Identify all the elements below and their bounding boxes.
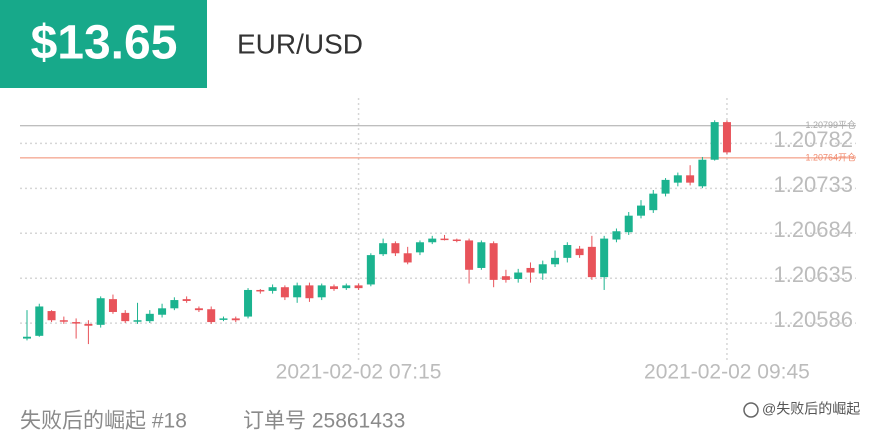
candle-body <box>649 193 658 211</box>
candle-body <box>145 313 154 322</box>
candle-body <box>661 179 670 194</box>
candle-body <box>698 159 707 187</box>
candle-body <box>59 320 68 322</box>
candle-body <box>452 239 461 242</box>
candle-body <box>366 255 375 285</box>
candle-body <box>293 285 302 298</box>
candle-body <box>256 289 265 292</box>
candle-body <box>526 267 535 273</box>
candle-body <box>330 286 338 290</box>
user-name: 失败后的崛起 #18 <box>20 410 187 433</box>
candle-body <box>465 240 474 270</box>
candle-body <box>47 311 56 321</box>
candle-body <box>305 285 314 299</box>
reference-label: 1.20764开仓 <box>805 151 856 162</box>
candle-body <box>244 289 253 317</box>
candle-body <box>415 242 424 253</box>
candle-body <box>379 243 388 255</box>
candle-body <box>194 308 203 311</box>
reference-label: 1.20799平仓 <box>805 119 856 130</box>
amount-badge <box>0 0 207 88</box>
y-tick-label: 1.20586 <box>773 307 853 332</box>
candle-body <box>133 320 142 322</box>
candle-body <box>722 122 731 153</box>
candle-body <box>207 309 216 323</box>
candle-body <box>391 243 400 254</box>
amount: $13.65 <box>31 17 178 70</box>
watermark-icon <box>743 402 759 418</box>
candle-body <box>428 238 437 243</box>
candle-body <box>673 175 682 183</box>
candle-body <box>563 245 572 258</box>
order-number: 订单号 25861433 <box>243 410 405 433</box>
watermark: @失败后的崛起 <box>762 401 860 417</box>
candle-body <box>354 285 363 289</box>
candle-body <box>96 298 105 325</box>
candle-body <box>477 242 486 268</box>
candle-body <box>551 257 560 265</box>
candle-body <box>182 299 191 301</box>
candle-body <box>72 322 81 324</box>
candle-body <box>686 175 695 183</box>
y-tick-label: 1.20684 <box>773 217 853 242</box>
y-tick-label: 1.20782 <box>773 127 853 152</box>
candle-body <box>280 287 289 298</box>
x-tick-label: 2021-02-02 09:45 <box>644 361 810 384</box>
candle-body <box>23 336 31 339</box>
candle-body <box>108 299 117 312</box>
candle-body <box>219 318 228 320</box>
candle-body <box>121 312 130 322</box>
candle-body <box>35 306 44 336</box>
candle-body <box>440 238 449 241</box>
candle-body <box>501 276 510 280</box>
candle-body <box>587 246 596 278</box>
candle-body <box>612 231 621 240</box>
candle-body <box>317 285 326 298</box>
candle-body <box>538 264 547 274</box>
y-tick-label: 1.20635 <box>773 262 853 287</box>
candle-body <box>710 122 719 160</box>
candle-body <box>342 285 351 289</box>
candle-body <box>637 205 645 216</box>
candle-body <box>575 248 584 256</box>
x-tick-label: 2021-02-02 07:15 <box>276 361 442 384</box>
pair: EUR/USD <box>237 28 363 59</box>
y-tick-label: 1.20733 <box>773 172 853 197</box>
candle-body <box>624 215 633 233</box>
candle-body <box>231 318 240 321</box>
candle-body <box>514 272 523 279</box>
candle-body <box>158 308 167 315</box>
candle-body <box>600 238 609 278</box>
candle-body <box>403 253 412 263</box>
candle-body <box>489 243 498 280</box>
candle-body <box>84 323 93 326</box>
chart: 1.20586 1.20635 1.20684 1.20733 1.20782 2021-… <box>20 98 856 384</box>
candle-body <box>268 287 277 291</box>
candle-body <box>170 300 179 309</box>
